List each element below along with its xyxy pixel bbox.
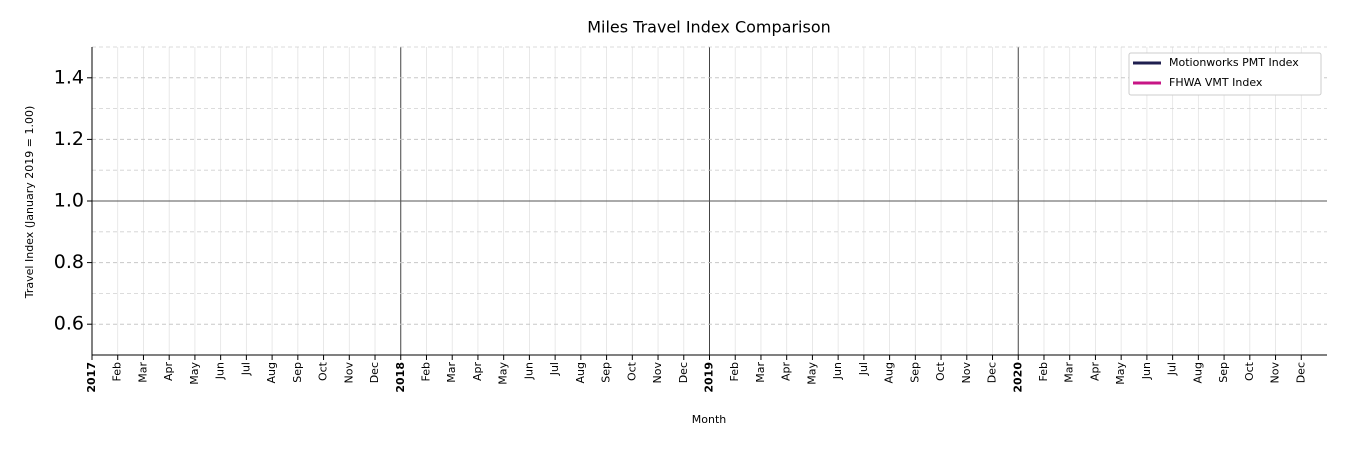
x-tick-label: Nov [651,362,664,384]
x-tick-label: Feb [419,362,432,381]
x-tick-label: Sep [908,362,921,383]
x-tick-label: 2020 [1011,362,1024,393]
x-tick-label: Jun [831,362,844,380]
x-tick-label: May [188,362,201,385]
x-tick-label: Apr [471,362,484,382]
x-tick-label: Jun [1140,362,1153,380]
y-tick-label: 1.2 [54,128,84,150]
legend-label: FHWA VMT Index [1169,76,1263,89]
x-tick-label: Feb [1037,362,1050,381]
x-tick-label: Aug [883,362,896,383]
x-tick-label: Dec [986,362,999,383]
y-tick-label: 1.4 [54,66,84,88]
x-tick-label: Dec [368,362,381,383]
x-tick-label: Mar [136,362,149,383]
x-tick-label: Nov [1269,362,1282,384]
x-tick-label: Feb [111,362,124,381]
x-tick-label: Oct [1243,361,1256,381]
x-tick-label: 2017 [85,362,98,393]
x-tick-label: Jul [239,362,252,376]
legend-box [1128,52,1322,96]
x-tick-label: Sep [291,362,304,383]
y-tick-label: 1.0 [54,190,84,212]
x-tick-label: Apr [162,362,175,382]
x-tick-label: Mar [445,362,458,383]
x-tick-label: Dec [677,362,690,383]
x-tick-label: Apr [780,362,793,382]
x-tick-label: 2019 [703,362,716,393]
x-tick-label: Sep [1217,362,1230,383]
x-tick-label: Sep [600,362,613,383]
x-tick-label: Oct [934,361,947,381]
x-tick-label: May [1114,362,1127,385]
x-tick-label: Apr [1088,362,1101,382]
x-tick-label: Jul [548,362,561,376]
x-tick-label: May [805,362,818,385]
x-tick-label: Mar [1063,362,1076,383]
x-tick-label: Nov [342,362,355,384]
x-tick-label: Jun [522,362,535,380]
x-tick-label: Jun [214,362,227,380]
x-tick-label: 2018 [394,362,407,393]
x-tick-label: Aug [574,362,587,383]
x-tick-label: Dec [1294,362,1307,383]
x-tick-label: Jul [1166,362,1179,376]
legend-label: Motionworks PMT Index [1169,56,1299,69]
x-tick-label: Nov [960,362,973,384]
x-tick-label: Feb [728,362,741,381]
y-tick-label: 0.6 [54,313,84,335]
x-tick-label: Aug [1191,362,1204,383]
x-tick-label: Oct [317,361,330,381]
y-tick-label: 0.8 [54,251,84,273]
x-tick-label: May [497,362,510,385]
x-tick-label: Mar [754,362,767,383]
x-tick-label: Aug [265,362,278,383]
chart-title: Miles Travel Index Comparison [587,18,831,37]
y-axis-label: Travel Index (January 2019 = 1.00) [23,106,36,299]
x-axis-label: Month [692,413,727,426]
x-tick-label: Oct [625,361,638,381]
x-tick-label: Jul [857,362,870,376]
